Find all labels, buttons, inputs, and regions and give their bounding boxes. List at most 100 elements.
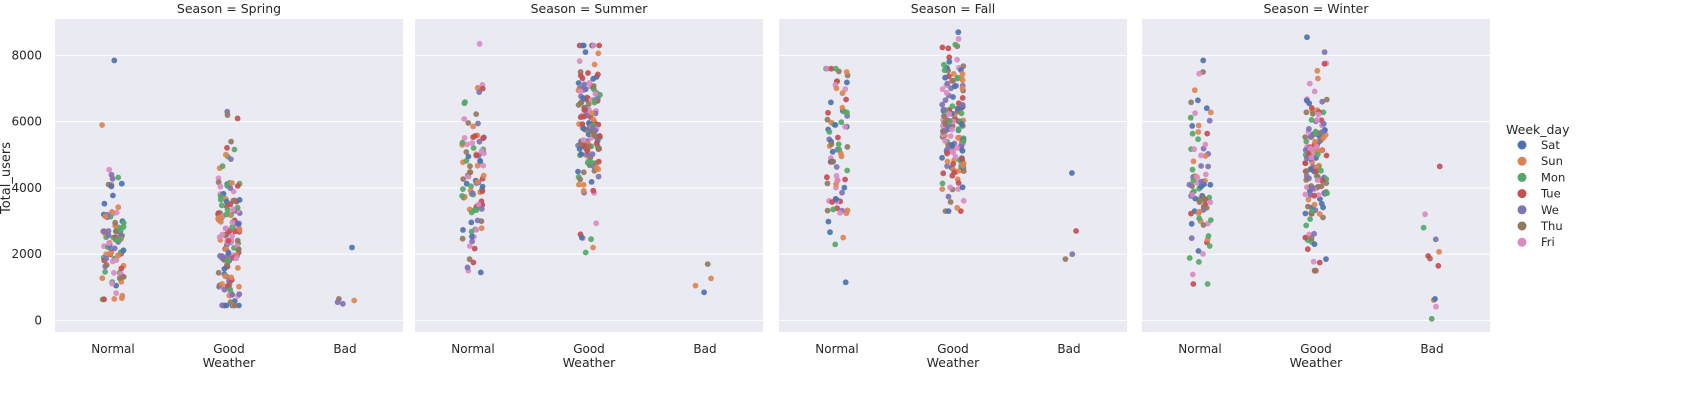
data-point (464, 264, 471, 271)
data-point (235, 221, 242, 227)
data-point (1420, 224, 1427, 231)
data-point (1432, 296, 1438, 302)
panels: Season = Spring Normal Good Bad Weather 0 2000… (11, 1, 1490, 370)
panel-2: Season = Fall Normal Good Bad Weather (779, 1, 1127, 370)
data-point (950, 71, 957, 77)
data-point (844, 144, 851, 150)
data-point (1190, 281, 1197, 287)
data-point (1313, 164, 1320, 171)
data-point (1323, 96, 1330, 103)
data-point (99, 275, 106, 282)
data-point (468, 228, 475, 235)
x-tick-label: Normal (1178, 342, 1221, 356)
data-point (829, 199, 835, 205)
data-point (1204, 281, 1211, 287)
data-point (949, 103, 956, 110)
data-point (115, 174, 122, 181)
data-point (1190, 177, 1197, 184)
data-point (939, 154, 945, 161)
data-point (954, 144, 960, 151)
data-point (944, 158, 951, 165)
data-point (844, 79, 850, 86)
data-point (581, 81, 588, 88)
legend-label: We (1541, 203, 1559, 217)
data-point (1198, 152, 1204, 159)
data-point (1310, 185, 1316, 192)
data-point (945, 45, 952, 52)
data-point (1307, 216, 1313, 223)
data-point (835, 141, 842, 148)
data-point (959, 95, 966, 101)
data-point (1313, 143, 1320, 150)
data-point (842, 176, 848, 183)
data-point (1203, 105, 1210, 112)
data-point (585, 70, 591, 76)
data-point (1311, 230, 1317, 237)
panel-0: Season = Spring Normal Good Bad Weather 0 2000… (11, 1, 403, 370)
data-point (577, 88, 584, 95)
data-point (1195, 122, 1202, 129)
data-point (466, 256, 473, 263)
data-point (959, 85, 966, 92)
data-point (229, 219, 236, 226)
data-point (578, 234, 585, 241)
data-point (1422, 211, 1428, 218)
data-point (590, 244, 596, 251)
data-point (1303, 168, 1310, 175)
data-point (960, 162, 966, 169)
data-point (475, 120, 481, 127)
data-point (236, 226, 243, 233)
data-point (949, 148, 955, 155)
data-point (469, 190, 476, 197)
data-point (948, 142, 955, 148)
x-tick-label: Good (213, 342, 245, 356)
data-point (219, 281, 226, 287)
data-point (118, 180, 125, 187)
data-point (221, 286, 228, 293)
data-point (939, 101, 946, 108)
strip-good (575, 42, 603, 256)
legend-marker (1517, 205, 1527, 215)
data-point (106, 166, 113, 173)
data-point (958, 121, 965, 127)
data-point (120, 273, 127, 280)
panel-title: Season = Summer (531, 1, 649, 16)
legend-marker (1517, 156, 1527, 166)
data-point (1323, 256, 1329, 262)
legend-marker (1517, 237, 1527, 247)
data-point (944, 146, 950, 153)
data-point (1307, 134, 1314, 140)
x-tick-label: Normal (91, 342, 134, 356)
data-point (843, 96, 849, 103)
data-point (1191, 87, 1198, 94)
data-point (576, 58, 583, 64)
data-point (955, 186, 962, 193)
data-point (1433, 303, 1439, 310)
data-point (692, 282, 699, 289)
data-point (841, 184, 848, 191)
strip-good (215, 108, 243, 309)
data-point (225, 257, 232, 263)
data-point (1200, 222, 1207, 228)
data-point (954, 204, 961, 211)
data-point (108, 183, 115, 190)
data-point (593, 220, 600, 227)
data-point (217, 183, 224, 190)
data-point (459, 193, 465, 199)
data-point (589, 110, 595, 116)
data-point (941, 61, 947, 68)
data-point (1314, 151, 1321, 158)
data-point (229, 292, 236, 298)
data-point (102, 213, 109, 220)
data-point (575, 168, 581, 175)
data-point (591, 97, 598, 104)
data-point (1324, 190, 1330, 197)
data-point (1202, 153, 1209, 159)
data-point (474, 217, 481, 224)
data-point (223, 211, 230, 218)
data-point (941, 67, 948, 74)
data-point (1188, 220, 1195, 227)
data-point (952, 153, 959, 160)
data-point (955, 180, 962, 186)
